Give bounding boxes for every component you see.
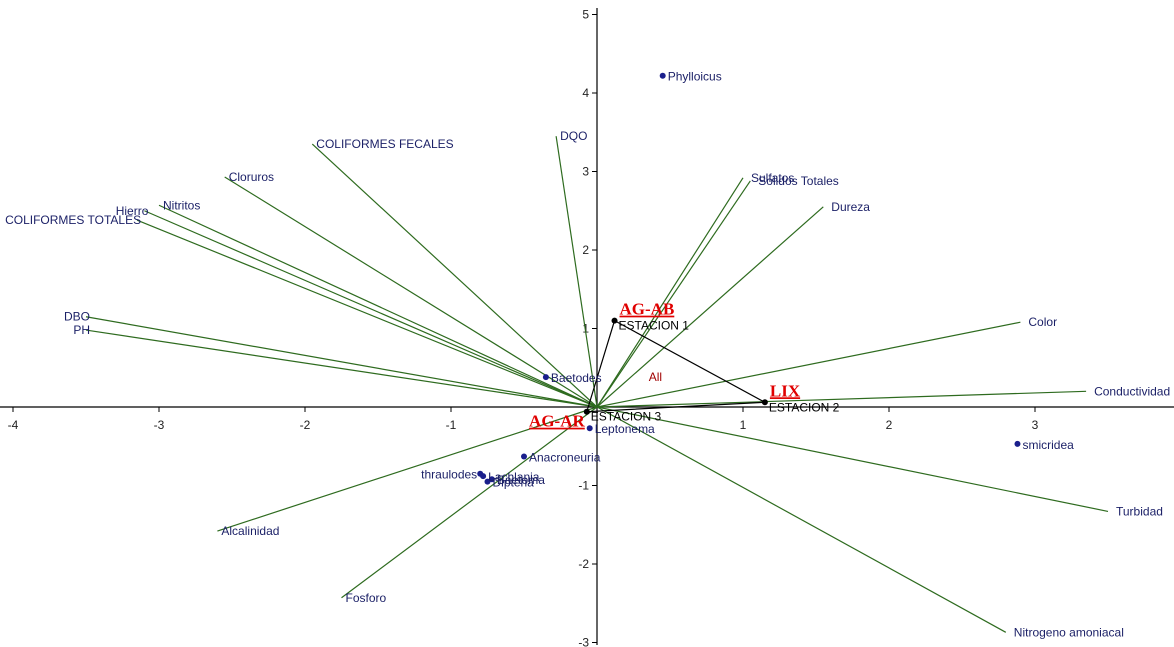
station-point: [761, 399, 768, 406]
station-polygon: [585, 319, 768, 413]
vector-line: [596, 180, 751, 408]
site-label: AG-AB: [620, 300, 675, 319]
chart-labels: DQO COLIFORMES FECALES Cloruros Nitritos Hie…: [5, 70, 1170, 640]
y-tick-label: -2: [578, 557, 589, 571]
vector-line: [341, 406, 598, 599]
vector-label: Conductividad: [1094, 384, 1170, 398]
species-point: [484, 478, 491, 485]
vector-label: COLIFORMES TOTALES: [5, 213, 141, 227]
species-point: [521, 453, 527, 460]
vector-label: Nitrogeno amoniacal: [1014, 625, 1124, 639]
x-tick-label: -2: [300, 418, 311, 432]
vector-label: Fosforo: [346, 591, 387, 605]
vector-label: DBO: [64, 310, 90, 324]
species-label: Baetodes: [551, 371, 602, 385]
station-triangle: [585, 319, 768, 413]
vector-line: [596, 390, 1087, 408]
vector-label: COLIFORMES FECALES: [316, 137, 453, 151]
species-label: smicridea: [1022, 438, 1074, 452]
species-point: [542, 374, 549, 381]
species-label: thraulodes: [421, 468, 477, 482]
vector-label: Sulfatos: [751, 171, 794, 185]
species-label: Leptonema: [595, 422, 655, 436]
y-tick-label: -3: [578, 636, 589, 647]
vector-label: Cloruros: [229, 170, 274, 184]
vector-line: [158, 204, 598, 408]
species-label: Lachlania: [488, 470, 540, 484]
species-point: [586, 425, 593, 432]
station-point: [583, 408, 590, 415]
y-tick-label: 5: [582, 8, 589, 22]
vector-label: Nitritos: [163, 198, 200, 212]
site-label: LIX: [770, 381, 801, 400]
vector-line: [217, 406, 598, 532]
species-label: Dipteria: [493, 476, 535, 490]
vector-line: [596, 206, 824, 408]
vector-line: [596, 321, 1021, 408]
vector-label: Hierro: [116, 204, 149, 218]
x-tick-label: 2: [886, 418, 893, 432]
station-points: [583, 317, 768, 415]
species-point: [1014, 440, 1021, 447]
y-tick-label: -1: [578, 479, 589, 493]
vector-line: [144, 210, 598, 408]
environmental-vectors: [85, 136, 1109, 633]
site-label: AG-AR: [529, 412, 585, 431]
vector-label: DQO: [560, 129, 587, 143]
vector-line: [596, 406, 1109, 512]
species-label: Baetoma: [497, 473, 545, 487]
species-point: [480, 473, 487, 480]
vector-label: Turbidad: [1116, 504, 1163, 518]
species-points: [477, 72, 1021, 485]
x-tick-label: 1: [740, 418, 747, 432]
species-label: Phylloicus: [668, 70, 722, 84]
species-point: [659, 72, 666, 79]
station-label: ESTACION 1: [619, 319, 690, 333]
x-tick-label: 3: [1032, 418, 1039, 432]
x-tick-label: -4: [8, 418, 19, 432]
vector-line: [311, 143, 598, 408]
x-tick-label: -3: [154, 418, 165, 432]
station-point: [611, 317, 618, 324]
x-tick-label: -1: [446, 418, 457, 432]
station-label: ESTACION 3: [591, 410, 662, 424]
y-tick-label: 4: [582, 86, 589, 100]
y-tick-label: 1: [582, 322, 589, 336]
vector-label: Alcalinidad: [221, 524, 279, 538]
vector-line: [224, 176, 598, 408]
vector-label: Solidos Totales: [758, 174, 839, 188]
vector-label: PH: [73, 323, 90, 337]
vector-label: Color: [1028, 315, 1057, 329]
centroid-label: All: [649, 370, 662, 384]
y-tick-label: 2: [582, 243, 589, 257]
y-tick-label: 3: [582, 165, 589, 179]
vector-label: Dureza: [831, 200, 870, 214]
species-label: Anacroneuria: [529, 450, 601, 464]
vector-line: [85, 329, 598, 408]
vector-line: [555, 136, 598, 408]
station-label: ESTACION 2: [769, 400, 840, 414]
vector-line: [596, 406, 1007, 633]
vector-line: [85, 316, 598, 408]
vector-line: [596, 177, 744, 408]
species-point: [488, 476, 495, 483]
axes: -4 -3 -2 -1 1 2 3 -3 -2 -1 1 2 3 4 5: [0, 8, 1174, 647]
vector-line: [136, 219, 598, 408]
